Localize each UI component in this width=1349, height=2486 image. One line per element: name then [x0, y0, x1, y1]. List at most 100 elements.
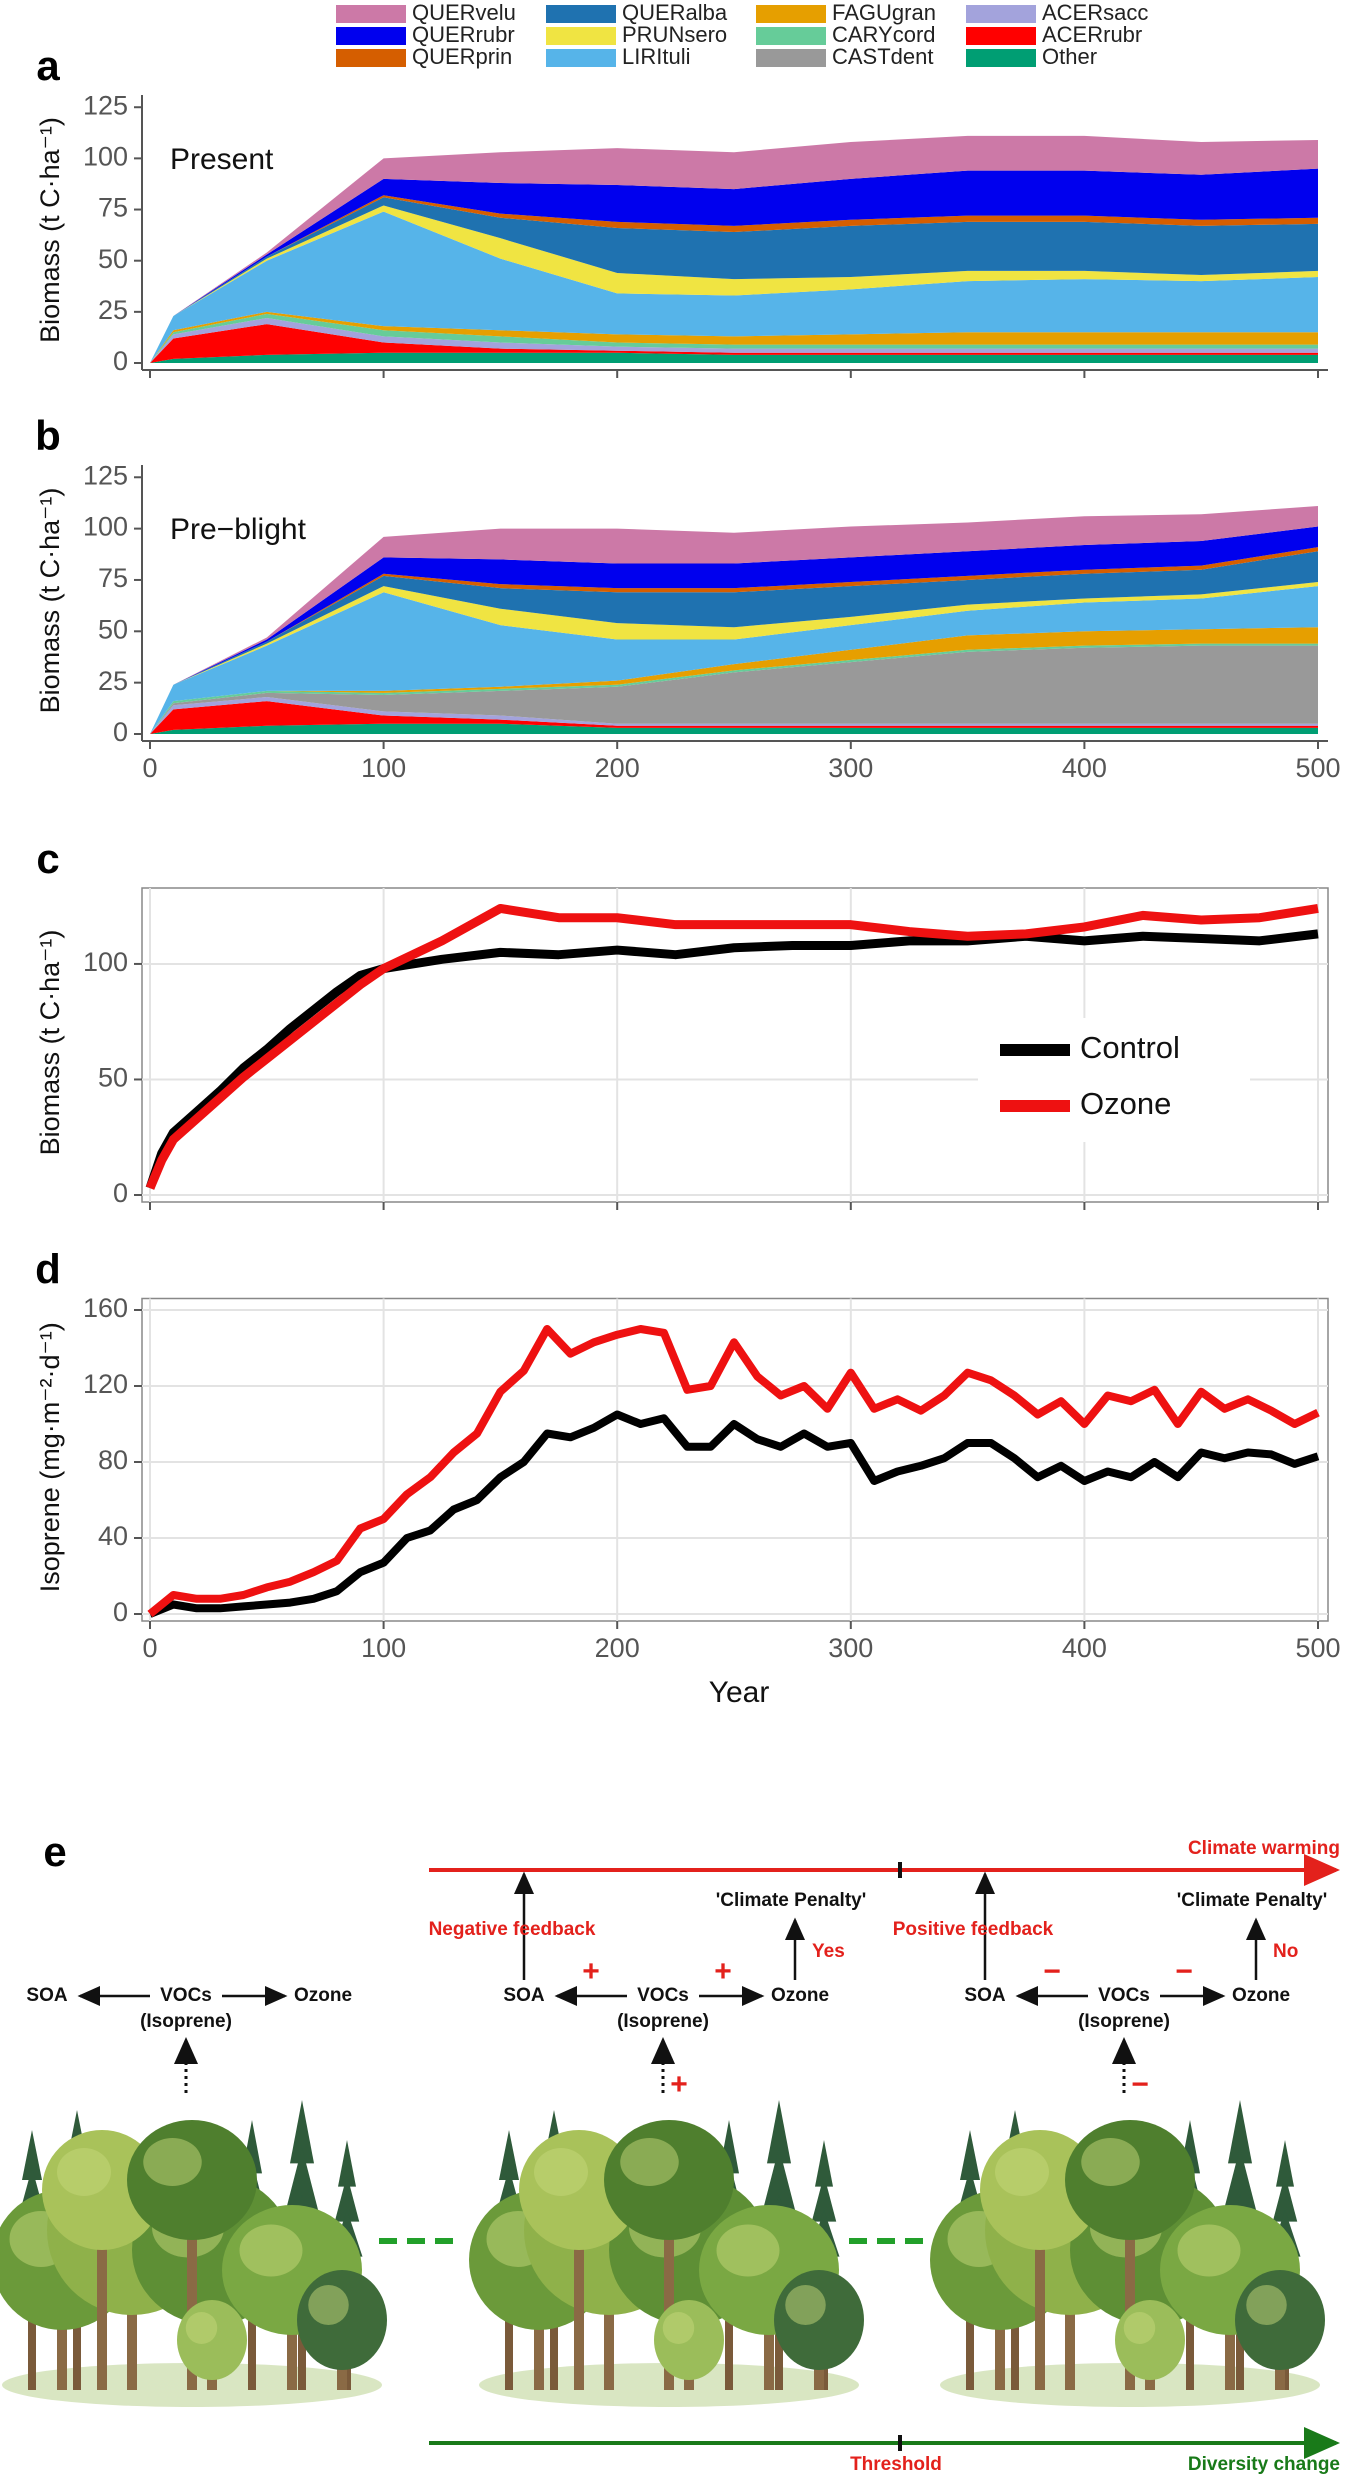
feedback-label: Negative feedback: [429, 1919, 596, 1940]
panel-label: a: [36, 42, 60, 89]
y-tick-label: 25: [98, 666, 128, 696]
diagram: e Climate warming Threshold Diversity ch…: [26, 1828, 1340, 2475]
conifer: [22, 2130, 42, 2180]
forests: [0, 2100, 1325, 2407]
y-axis-label: Isoprene (mg·m⁻²·d⁻¹): [35, 1322, 65, 1592]
chart-panel: 0 25 50 75 100 125 0 100 200 300 400 500 b Biomass (t…: [35, 412, 1340, 783]
area: [150, 311, 1318, 363]
crown-highlight: [308, 2285, 349, 2325]
legend-swatch: [336, 5, 406, 23]
forest: [930, 2100, 1325, 2407]
sign: −: [1131, 2068, 1149, 2101]
crown-highlight: [716, 2224, 780, 2277]
legend-label: PRUNsero: [622, 22, 727, 47]
legend-label: QUERrubr: [412, 22, 515, 47]
legend-label: CARYcord: [832, 22, 936, 47]
legend-swatch: [336, 27, 406, 45]
line: [145, 903, 1319, 1190]
y-tick-label: 100: [83, 142, 128, 172]
crown-highlight: [239, 2224, 303, 2277]
area: [150, 352, 1318, 363]
conifer: [1276, 2140, 1294, 2187]
crown-highlight: [1123, 2312, 1156, 2344]
forest: [0, 2100, 387, 2407]
node-vocs: VOCs: [1098, 1985, 1150, 2006]
trunk: [966, 2270, 974, 2390]
x-tick-label: 400: [1062, 753, 1107, 783]
annotation: Present: [170, 143, 274, 176]
y-tick-label: 160: [83, 1293, 128, 1323]
sign: +: [582, 1955, 600, 1988]
sign: −: [1175, 1955, 1193, 1988]
crown-highlight: [1081, 2138, 1140, 2186]
area: [150, 582, 1318, 734]
node-ozone: Ozone: [1232, 1985, 1290, 2006]
node-vocs: VOCs: [637, 1985, 689, 2006]
sign: +: [714, 1955, 732, 1988]
y-tick-label: 80: [98, 1445, 128, 1475]
annotation: Pre−blight: [170, 513, 307, 546]
panel-label: e: [43, 1828, 66, 1875]
legend-label: LIRItuli: [622, 44, 690, 69]
x-tick-label: 400: [1062, 1633, 1107, 1663]
y-tick-label: 75: [98, 563, 128, 593]
legend-swatch: [336, 49, 406, 67]
y-tick-label: 0: [113, 346, 128, 376]
y-tick-label: 100: [83, 947, 128, 977]
node-soa: SOA: [964, 1985, 1005, 2006]
trunk: [664, 2180, 674, 2390]
y-tick-label: 75: [98, 193, 128, 223]
forest: [469, 2100, 864, 2407]
panel-label: d: [35, 1246, 61, 1293]
legend-label: QUERprin: [412, 44, 512, 69]
legend-swatch: [966, 27, 1036, 45]
crown-highlight: [662, 2312, 695, 2344]
feedback-group: SOA VOCs (Isoprene) Ozone: [26, 1985, 352, 2093]
crown-highlight: [1177, 2224, 1241, 2277]
legend-label: Ozone: [1080, 1086, 1171, 1121]
conifer: [338, 2140, 356, 2187]
diversity-label: Diversity change: [1188, 2454, 1340, 2475]
feedback-group: SOA VOCs (Isoprene) Ozone Negative feedback '…: [429, 1871, 866, 2101]
y-tick-label: 25: [98, 295, 128, 325]
legend-swatch: [546, 49, 616, 67]
y-axis-label: Biomass (t C·ha⁻¹): [35, 117, 65, 343]
crown: [774, 2270, 864, 2370]
trunk: [73, 2270, 81, 2390]
y-tick-label: 0: [113, 1597, 128, 1627]
crown-highlight: [143, 2138, 202, 2186]
conifer: [334, 2175, 360, 2222]
legend-swatch: [756, 27, 826, 45]
area: [150, 526, 1318, 734]
node-ozone: Ozone: [294, 1985, 352, 2006]
area: [150, 211, 1318, 363]
trunk: [1125, 2180, 1135, 2390]
area: [150, 135, 1318, 363]
conifer: [285, 2147, 319, 2211]
trunk: [574, 2190, 584, 2390]
conifer: [499, 2130, 519, 2180]
node-ozone: Ozone: [771, 1985, 829, 2006]
crown-highlight: [1246, 2285, 1287, 2325]
area: [150, 324, 1318, 363]
conifer: [1223, 2147, 1257, 2211]
area: [150, 317, 1318, 363]
sign: +: [670, 2068, 688, 2101]
conifer: [815, 2140, 833, 2187]
feedback-group: SOA VOCs (Isoprene) Ozone Positive feedback '…: [893, 1871, 1327, 2101]
x-tick-label: 300: [828, 753, 873, 783]
chart-panel: 0 40 80 120 160 0 100 200 300 400 500 d Isoprene (mg…: [35, 1246, 1340, 1709]
area: [150, 551, 1318, 734]
x-tick-label: 500: [1295, 753, 1340, 783]
area: [150, 205, 1318, 363]
y-axis-label: Biomass (t C·ha⁻¹): [35, 930, 65, 1156]
crown-highlight: [534, 2148, 588, 2196]
penalty-answer: Yes: [812, 1941, 845, 1962]
crown: [177, 2300, 247, 2380]
area: [150, 586, 1318, 734]
y-tick-label: 50: [98, 614, 128, 644]
warming-label: Climate warming: [1188, 1838, 1340, 1859]
area: [150, 697, 1318, 734]
threshold-label: Threshold: [850, 2454, 942, 2475]
x-axis-label: Year: [709, 1676, 770, 1709]
